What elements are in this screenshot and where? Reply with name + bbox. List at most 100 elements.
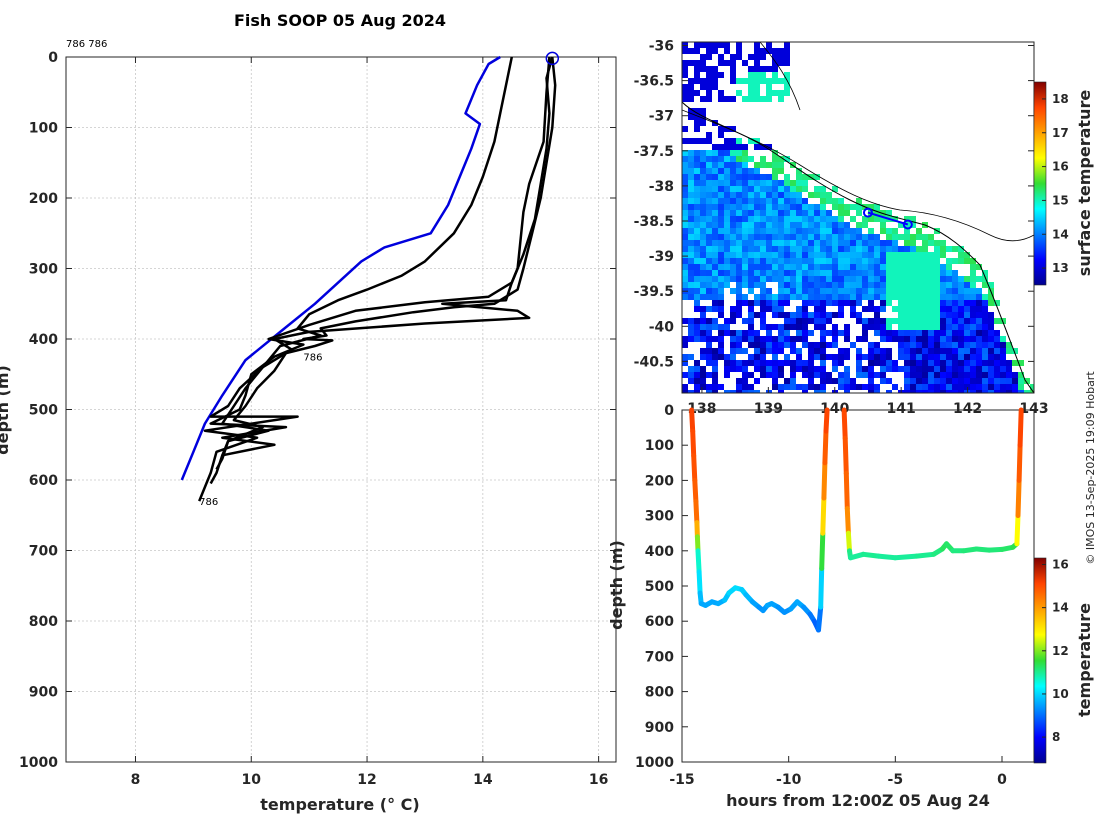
map-ytick-label: -39: [649, 249, 674, 265]
sst-cell: [934, 240, 940, 246]
sst-cell: [952, 384, 958, 390]
sst-cell: [970, 360, 976, 366]
sst-cell: [718, 96, 724, 102]
sst-cell: [688, 198, 694, 204]
sst-cell: [766, 192, 772, 198]
sst-cell: [742, 294, 748, 300]
sst-cell: [760, 372, 766, 378]
sst-cell: [706, 174, 712, 180]
sst-cell: [742, 156, 748, 162]
sst-cell: [700, 84, 706, 90]
sst-cell: [916, 258, 922, 264]
sst-cell: [874, 288, 880, 294]
sst-cell: [988, 366, 994, 372]
sst-cell: [868, 300, 874, 306]
sst-cell: [742, 390, 748, 393]
sst-cell: [748, 156, 754, 162]
sst-cell: [778, 204, 784, 210]
sst-cell: [784, 384, 790, 390]
sst-cell: [904, 348, 910, 354]
sst-cell: [694, 282, 700, 288]
sst-cell: [682, 150, 688, 156]
sst-cell: [982, 360, 988, 366]
sst-colorbar-tick-label: 18: [1052, 92, 1069, 106]
sst-cell: [862, 240, 868, 246]
sst-cell: [874, 330, 880, 336]
sst-cell: [766, 270, 772, 276]
sst-cell: [736, 216, 742, 222]
sst-cell: [730, 150, 736, 156]
sst-cell: [826, 246, 832, 252]
sst-cell: [694, 366, 700, 372]
sst-cell: [802, 186, 808, 192]
sst-cell: [916, 384, 922, 390]
sst-cell: [724, 390, 730, 393]
sst-cell: [694, 336, 700, 342]
sst-cell: [754, 276, 760, 282]
sst-cell: [892, 216, 898, 222]
sst-cell: [970, 348, 976, 354]
sst-cell: [682, 342, 688, 348]
sst-cell: [712, 348, 718, 354]
sst-cell: [766, 276, 772, 282]
sst-cell: [724, 366, 730, 372]
profile-ytick-label: 200: [29, 191, 58, 207]
sst-cell: [856, 246, 862, 252]
sst-cell: [856, 366, 862, 372]
sst-cell: [700, 366, 706, 372]
sst-cell: [688, 324, 694, 330]
sst-cell: [682, 270, 688, 276]
sst-cell: [706, 72, 712, 78]
sst-cell: [742, 336, 748, 342]
sst-cell: [976, 390, 982, 393]
sst-cell: [814, 204, 820, 210]
sst-cell: [682, 174, 688, 180]
sst-cell: [802, 228, 808, 234]
sst-cell: [976, 324, 982, 330]
depth-time-segment: [1014, 513, 1021, 547]
profile-xlabel: temperature (° C): [260, 795, 419, 814]
depth-time-segment: [1016, 442, 1023, 483]
sst-cell: [790, 312, 796, 318]
sst-cell: [910, 378, 916, 384]
sst-cell: [904, 252, 910, 258]
sst-cell: [898, 342, 904, 348]
sst-cell: [976, 306, 982, 312]
sst-cell: [778, 312, 784, 318]
sst-cell: [868, 282, 874, 288]
sst-cell: [772, 222, 778, 228]
temp-colorbar-tick-label: 16: [1052, 557, 1069, 571]
sst-cell: [970, 276, 976, 282]
sst-cell: [904, 306, 910, 312]
sst-cell: [754, 60, 760, 66]
sst-cell: [766, 246, 772, 252]
sst-cell: [814, 186, 820, 192]
sst-cell: [682, 390, 688, 393]
sst-cell: [796, 198, 802, 204]
sst-cell: [922, 234, 928, 240]
sst-cell: [976, 330, 982, 336]
sst-cell: [796, 264, 802, 270]
sst-cell: [868, 264, 874, 270]
sst-cell: [880, 354, 886, 360]
sst-cell: [976, 360, 982, 366]
sst-cell: [832, 246, 838, 252]
sst-cell: [736, 150, 742, 156]
sst-cell: [838, 372, 844, 378]
sst-cell: [892, 318, 898, 324]
sst-cell: [892, 234, 898, 240]
sst-cell: [688, 108, 694, 114]
sst-cell: [760, 162, 766, 168]
sst-cell: [916, 282, 922, 288]
profile-ytick-label: 500: [29, 403, 58, 419]
sst-cell: [814, 390, 820, 393]
sst-cell: [934, 366, 940, 372]
sst-cell: [976, 318, 982, 324]
sst-cell: [946, 258, 952, 264]
sst-cell: [784, 198, 790, 204]
sst-cell: [898, 306, 904, 312]
sst-cell: [874, 306, 880, 312]
sst-cell: [988, 360, 994, 366]
sst-cell: [730, 204, 736, 210]
